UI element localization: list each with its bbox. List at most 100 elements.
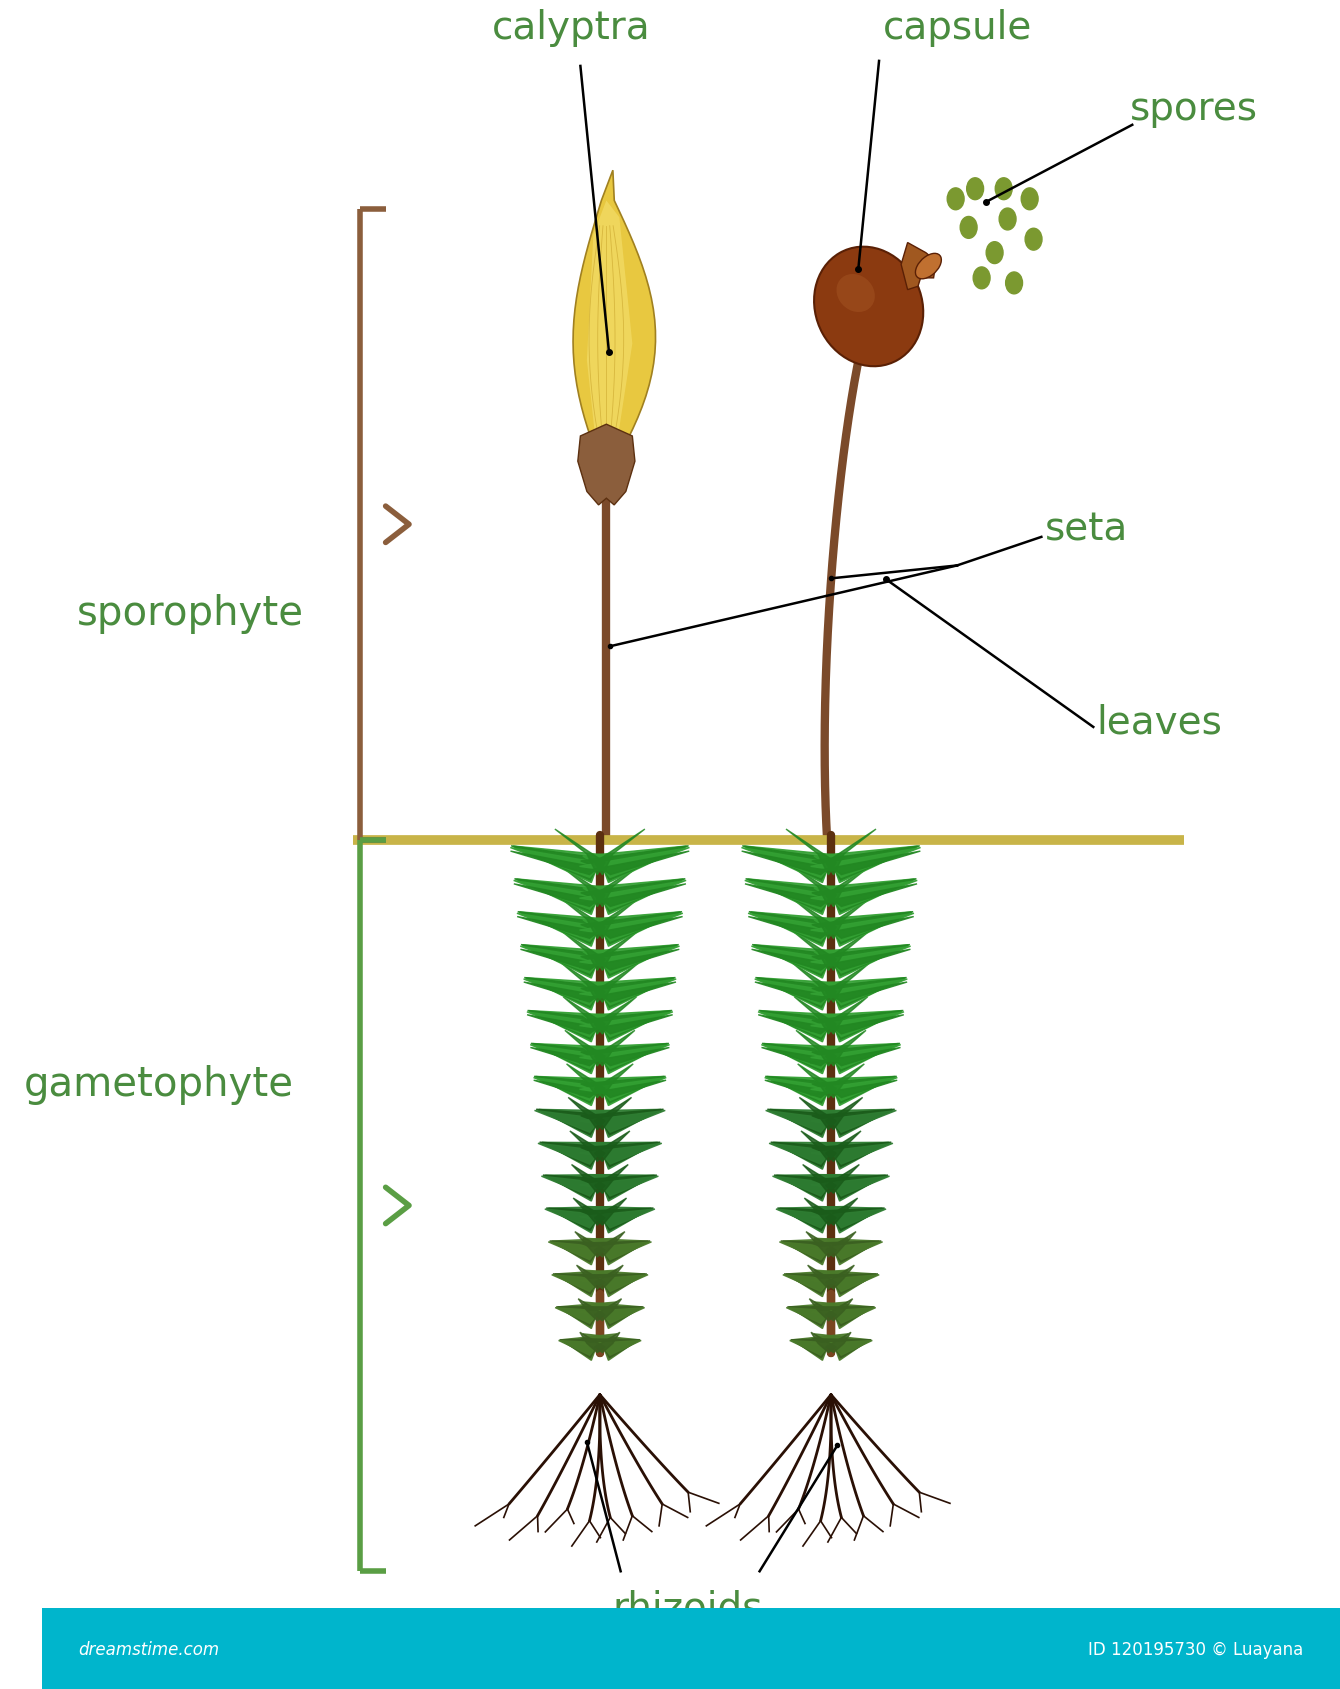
Polygon shape <box>552 1238 616 1265</box>
Polygon shape <box>792 1334 848 1361</box>
Polygon shape <box>548 1241 620 1260</box>
Polygon shape <box>579 1047 670 1066</box>
Ellipse shape <box>915 255 942 280</box>
Circle shape <box>986 243 1004 265</box>
Polygon shape <box>811 1209 886 1228</box>
Polygon shape <box>583 912 681 948</box>
Polygon shape <box>787 1307 851 1324</box>
Polygon shape <box>811 917 914 939</box>
Polygon shape <box>580 1044 669 1071</box>
Polygon shape <box>770 1110 848 1138</box>
Polygon shape <box>769 1143 851 1164</box>
Polygon shape <box>561 1334 616 1361</box>
Polygon shape <box>595 964 638 1003</box>
Polygon shape <box>555 1307 620 1324</box>
Polygon shape <box>761 1045 851 1069</box>
Ellipse shape <box>836 275 875 312</box>
Polygon shape <box>787 1270 848 1297</box>
Polygon shape <box>533 1078 620 1101</box>
Polygon shape <box>523 946 616 978</box>
Circle shape <box>966 179 984 201</box>
Polygon shape <box>811 1275 879 1292</box>
Polygon shape <box>520 912 616 948</box>
Polygon shape <box>768 1110 850 1135</box>
Polygon shape <box>811 1012 904 1037</box>
Polygon shape <box>583 1206 651 1233</box>
Polygon shape <box>754 946 848 978</box>
Polygon shape <box>808 1265 836 1289</box>
Polygon shape <box>521 946 619 976</box>
Polygon shape <box>595 931 641 971</box>
Polygon shape <box>825 1098 863 1130</box>
Polygon shape <box>825 1030 866 1066</box>
Polygon shape <box>789 1302 848 1329</box>
Polygon shape <box>811 885 917 907</box>
Polygon shape <box>788 1307 850 1326</box>
Polygon shape <box>580 1307 643 1326</box>
Polygon shape <box>766 1078 848 1106</box>
Polygon shape <box>812 1010 903 1040</box>
Polygon shape <box>579 1078 666 1101</box>
Polygon shape <box>568 1098 606 1130</box>
Polygon shape <box>575 1231 606 1257</box>
Polygon shape <box>811 848 921 878</box>
Polygon shape <box>579 983 675 1002</box>
Polygon shape <box>749 912 850 944</box>
Text: seta: seta <box>1045 510 1128 549</box>
Circle shape <box>973 269 990 289</box>
Polygon shape <box>560 931 606 971</box>
Polygon shape <box>595 997 636 1034</box>
Polygon shape <box>811 1143 892 1164</box>
Polygon shape <box>812 880 917 912</box>
Polygon shape <box>773 1142 848 1169</box>
Polygon shape <box>579 1143 662 1164</box>
Polygon shape <box>811 882 918 910</box>
Polygon shape <box>580 946 678 976</box>
Polygon shape <box>811 1015 903 1034</box>
Polygon shape <box>583 880 683 915</box>
Polygon shape <box>580 978 675 1008</box>
Polygon shape <box>536 1078 616 1106</box>
Polygon shape <box>595 863 643 907</box>
Text: ID 120195730 © Luayana: ID 120195730 © Luayana <box>1088 1640 1304 1657</box>
Polygon shape <box>787 829 836 875</box>
Polygon shape <box>580 1339 641 1358</box>
Polygon shape <box>524 978 619 1008</box>
Polygon shape <box>561 964 606 1003</box>
Ellipse shape <box>815 248 923 367</box>
Polygon shape <box>813 1302 872 1329</box>
Polygon shape <box>812 1142 891 1167</box>
Polygon shape <box>758 1010 850 1040</box>
Polygon shape <box>595 1231 624 1257</box>
Polygon shape <box>595 1098 631 1130</box>
Bar <box>42 1608 1340 1689</box>
Polygon shape <box>811 1078 898 1101</box>
Polygon shape <box>800 1098 836 1130</box>
Polygon shape <box>580 1010 673 1040</box>
Polygon shape <box>741 848 851 878</box>
Polygon shape <box>579 914 683 941</box>
Text: calyptra: calyptra <box>492 8 651 47</box>
Polygon shape <box>517 917 620 939</box>
Polygon shape <box>812 1274 878 1294</box>
Polygon shape <box>900 243 937 291</box>
Polygon shape <box>775 1176 850 1199</box>
Polygon shape <box>811 1177 890 1196</box>
Polygon shape <box>579 851 689 875</box>
Polygon shape <box>595 1299 622 1321</box>
Polygon shape <box>531 1045 620 1069</box>
Polygon shape <box>579 949 679 971</box>
Polygon shape <box>750 912 848 948</box>
Polygon shape <box>579 882 686 910</box>
Polygon shape <box>583 846 686 883</box>
Polygon shape <box>580 1208 654 1231</box>
Polygon shape <box>517 912 619 944</box>
Polygon shape <box>783 1275 851 1292</box>
Polygon shape <box>578 426 635 505</box>
Polygon shape <box>565 1030 606 1066</box>
Polygon shape <box>572 1165 606 1194</box>
Polygon shape <box>758 1015 852 1034</box>
Polygon shape <box>783 1238 848 1265</box>
Polygon shape <box>752 949 852 971</box>
Polygon shape <box>583 1044 667 1074</box>
